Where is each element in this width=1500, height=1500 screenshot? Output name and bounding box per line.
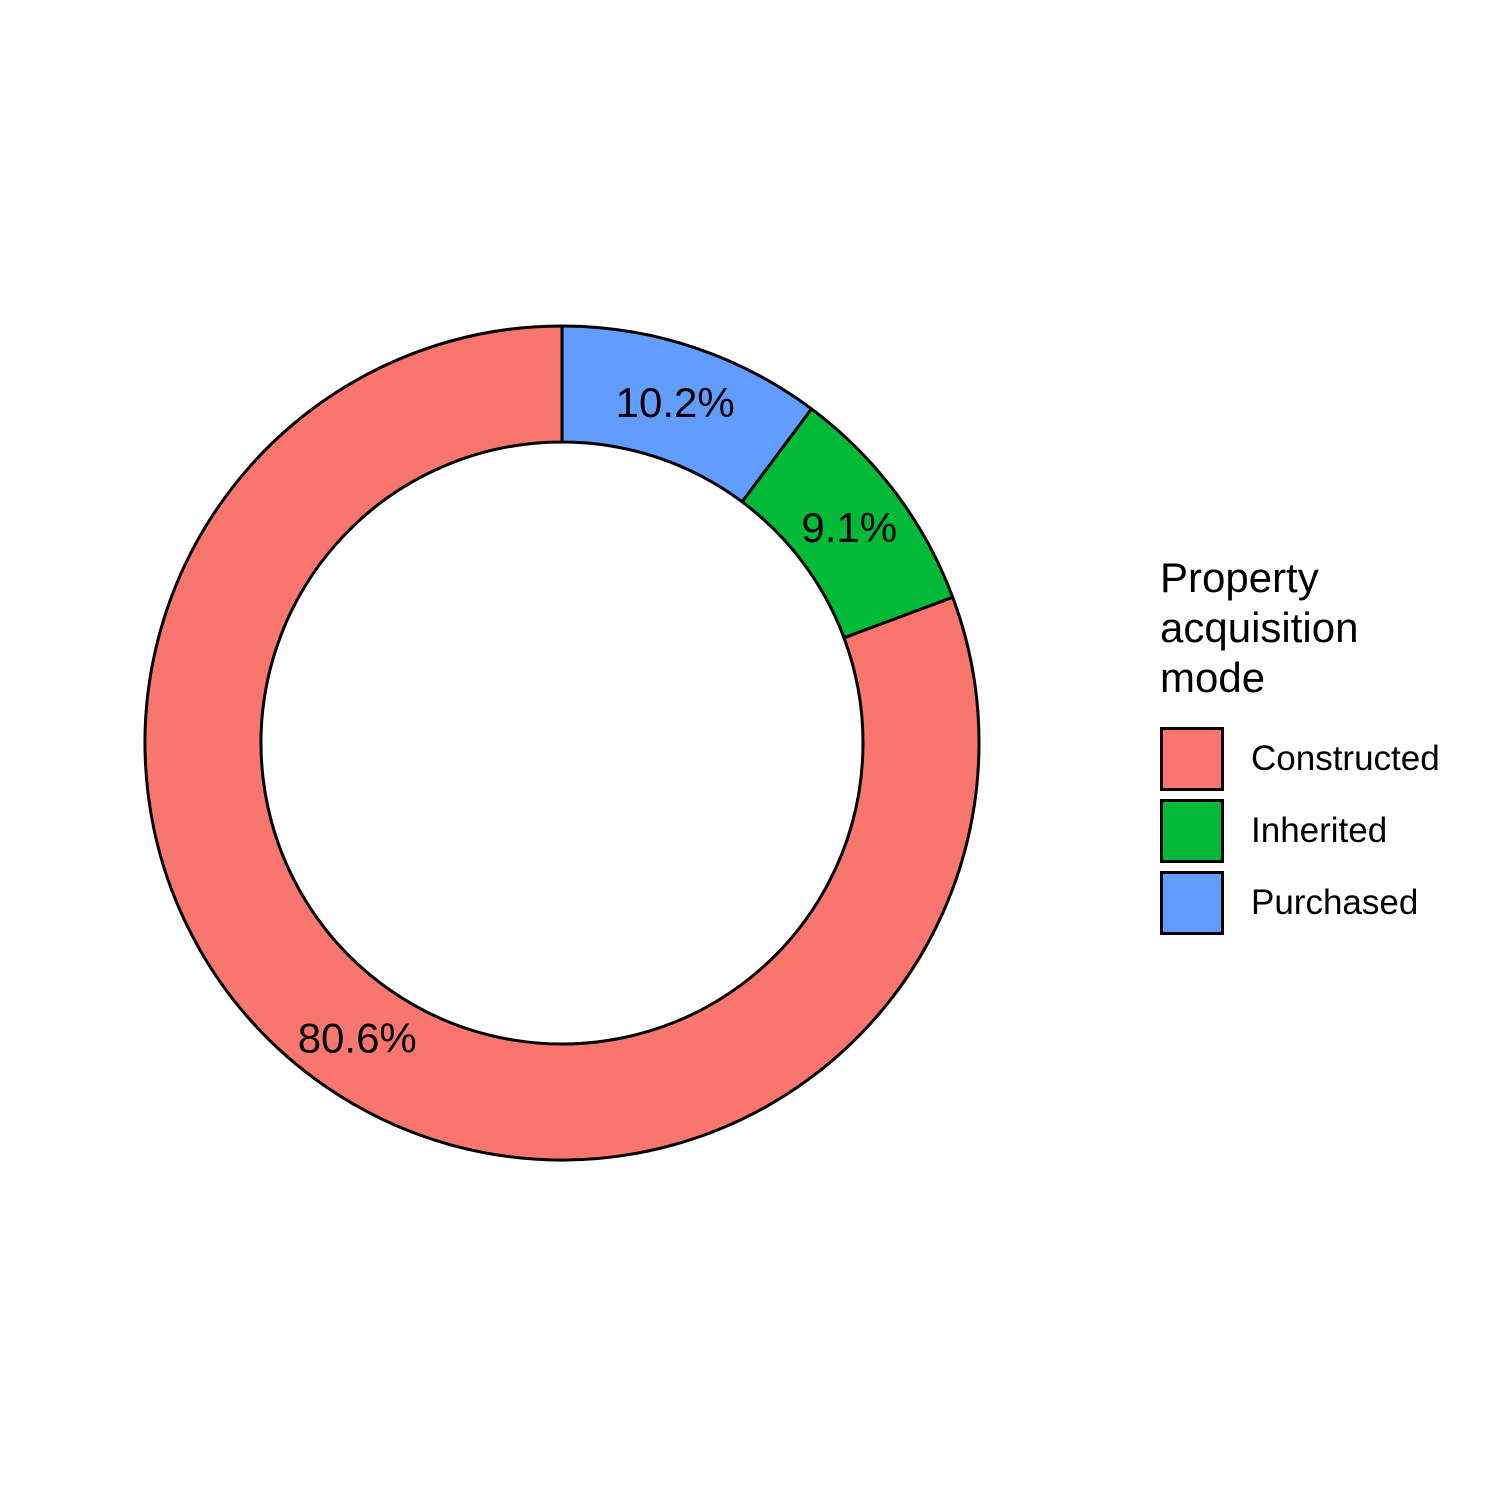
- slice-label-constructed: 80.6%: [298, 1014, 417, 1061]
- legend-label-purchased: Purchased: [1251, 883, 1419, 922]
- slice-label-inherited: 9.1%: [801, 504, 897, 551]
- slice-label-purchased: 10.2%: [616, 379, 735, 426]
- legend-key-purchased: [1160, 871, 1224, 935]
- slices-layer: [143, 324, 981, 1162]
- legend-key-inherited: [1160, 799, 1224, 863]
- slice-constructed: [143, 324, 981, 1162]
- legend-item-purchased: Purchased: [1160, 867, 1480, 939]
- legend-title-line-3: mode: [1160, 654, 1266, 701]
- legend-title-line-1: Property: [1160, 554, 1319, 601]
- legend-key-constructed: [1160, 727, 1224, 791]
- legend-title-line-2: acquisition: [1160, 604, 1359, 651]
- legend-label-constructed: Constructed: [1251, 739, 1440, 778]
- legend: Property acquisition mode Constructed In…: [1160, 553, 1480, 939]
- legend-title: Property acquisition mode: [1160, 553, 1480, 703]
- legend-item-inherited: Inherited: [1160, 795, 1480, 867]
- slice-labels-layer: 10.2% 9.1% 80.6%: [298, 379, 897, 1062]
- legend-label-inherited: Inherited: [1251, 811, 1388, 850]
- legend-item-constructed: Constructed: [1160, 723, 1480, 795]
